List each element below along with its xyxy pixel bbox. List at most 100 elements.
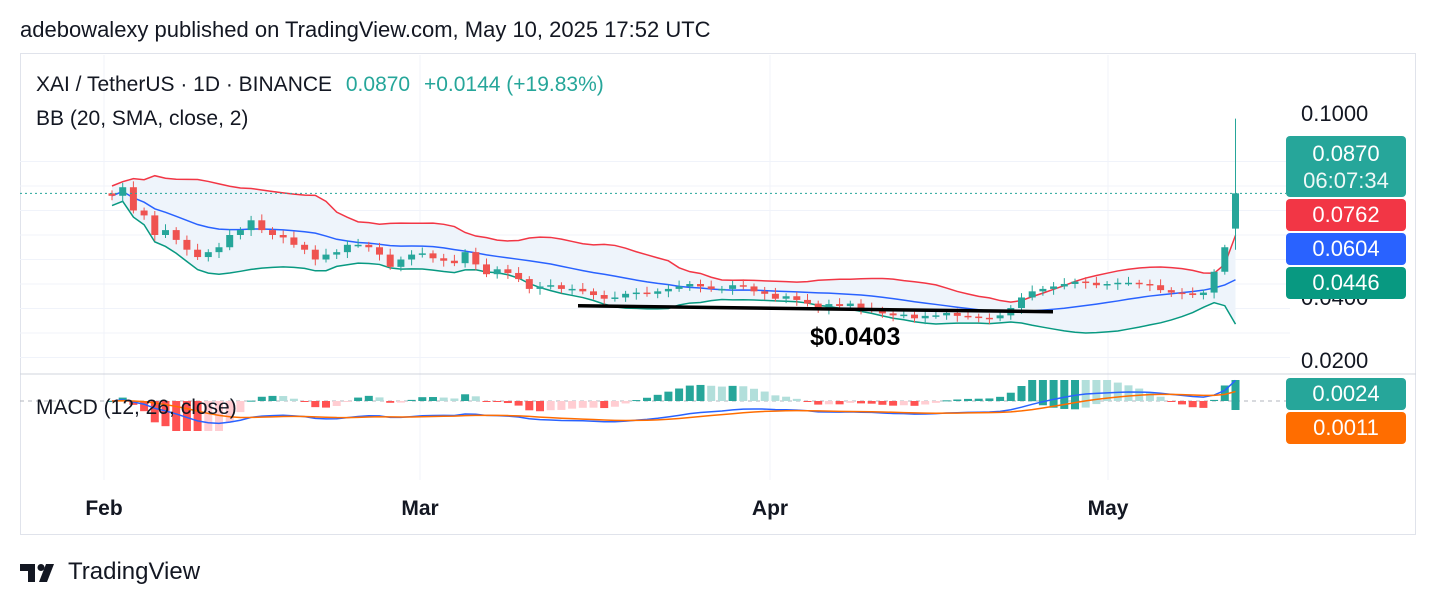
candle-body (129, 187, 137, 211)
candle-body (793, 296, 801, 300)
macd-histogram-bar (696, 384, 705, 401)
macd-histogram-bar (204, 401, 213, 431)
candle-body (418, 253, 426, 255)
candle-body (943, 312, 951, 316)
candle-body (1167, 290, 1175, 293)
macd-histogram-bar (557, 401, 566, 410)
candle-body (236, 230, 244, 235)
macd-histogram-bar (1231, 380, 1240, 410)
candle-body (878, 309, 886, 314)
macd-histogram-bar (653, 394, 662, 401)
candle-body (632, 292, 640, 295)
macd-histogram-bar (161, 401, 170, 427)
macd-histogram-bar (1188, 401, 1197, 408)
candle-body (782, 296, 790, 299)
macd-histogram-bar (546, 401, 555, 411)
macd-histogram-bar (589, 401, 598, 408)
candle-body (1039, 288, 1047, 292)
candle-body (568, 288, 576, 291)
bb-legend: BB (20, SMA, close, 2) (36, 107, 249, 130)
candle-body (119, 187, 127, 196)
macd-histogram-bar (1038, 380, 1047, 406)
macd-histogram-bar (364, 395, 373, 401)
candle-body (761, 291, 769, 294)
candle-body (515, 272, 523, 280)
candle-body (547, 285, 555, 287)
candle-body (1125, 282, 1132, 285)
macd-histogram-bar (1060, 380, 1069, 409)
macd-histogram-bar (1145, 391, 1154, 401)
candle-body (386, 254, 394, 267)
candle-body (204, 252, 212, 258)
macd-histogram-bar (1220, 385, 1229, 401)
macd-histogram-bar (942, 400, 951, 402)
candle-body (643, 292, 651, 295)
macd-histogram-bar (375, 397, 384, 401)
tradingview-footer[interactable]: TradingView (20, 558, 200, 586)
signal-badge: 0.0011 (1286, 412, 1406, 444)
candle-body (450, 260, 458, 264)
macd-histogram-bar (439, 397, 448, 401)
candle-body (140, 210, 148, 216)
macd-histogram-bar (129, 401, 138, 405)
macd-histogram-bar (332, 401, 341, 406)
macd-histogram-bar (707, 385, 716, 401)
candle-body (1114, 282, 1122, 285)
candle-body (814, 303, 822, 309)
candle-body (611, 297, 619, 299)
bb-basis-badge: 0.0604 (1286, 233, 1406, 265)
candle-body (504, 269, 512, 273)
macd-histogram-bar (268, 395, 277, 401)
candle-body (108, 193, 116, 196)
macd-histogram-bar (578, 401, 587, 408)
candle-body (343, 244, 351, 253)
candle-body (697, 284, 704, 287)
candle-body (911, 314, 918, 319)
candle-body (1221, 247, 1229, 272)
price-axis-label: 0.1000 (1301, 101, 1369, 126)
macd-histogram-bar (482, 401, 491, 402)
candle-body (1060, 284, 1068, 287)
macd-histogram-bar (514, 401, 523, 406)
macd-histogram-bar (899, 401, 908, 406)
countdown-timer: 06:07:34 (1303, 168, 1389, 193)
macd-histogram-bar (1092, 380, 1101, 405)
candle-body (493, 269, 501, 275)
candle-body (215, 247, 223, 253)
candle-body (771, 293, 779, 299)
x-axis-label: Apr (751, 497, 789, 520)
candle-body (525, 279, 533, 289)
macd-histogram-bar (835, 401, 844, 405)
bb-upper-line (111, 174, 1237, 303)
candle-body (247, 220, 255, 231)
candle-body (964, 315, 972, 318)
candle-body (472, 252, 480, 265)
candle-body (322, 254, 330, 260)
candle-body (750, 286, 758, 292)
candle-body (1103, 284, 1111, 286)
macd-histogram-bar (1028, 380, 1037, 402)
macd-histogram-bar (108, 401, 116, 402)
footer-brand: TradingView (68, 558, 201, 585)
macd-histogram-bar (311, 401, 320, 408)
macd-histogram-bar (257, 396, 266, 401)
price-axis-label: 0.0200 (1301, 348, 1369, 373)
x-axis-label: Feb (85, 497, 123, 520)
macd-histogram-bar (568, 401, 577, 409)
macd-histogram-bar (300, 401, 309, 402)
candle-body (226, 235, 234, 248)
support-annotation: $0.0403 (810, 323, 901, 351)
candle-body (162, 230, 169, 235)
macd-histogram-bar (354, 397, 363, 401)
candle-body (1199, 292, 1207, 296)
x-axis-label: Mar (401, 497, 439, 520)
macd-histogram-bar (792, 398, 801, 401)
candle-body (921, 315, 929, 319)
candle-body (311, 249, 319, 260)
macd-histogram-bar (824, 401, 833, 405)
candle-body (1210, 271, 1218, 293)
macd-signal-line (111, 390, 1236, 422)
candle-body (1146, 284, 1154, 286)
candle-body (654, 291, 662, 294)
